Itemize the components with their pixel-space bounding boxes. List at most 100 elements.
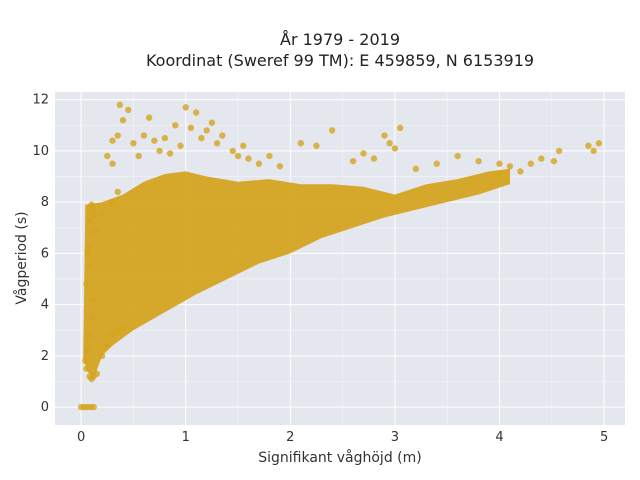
scatter-point (313, 142, 320, 149)
y-tick-labels: 0 2 4 6 8 10 12 (32, 93, 49, 415)
x-tick-label: 5 (600, 430, 608, 445)
scatter-points (77, 101, 603, 411)
scatter-point (297, 140, 304, 147)
x-tick-label: 4 (495, 430, 503, 445)
scatter-point (213, 140, 221, 147)
scatter-point (538, 155, 545, 162)
scatter-point (475, 157, 482, 165)
scatter-point (240, 142, 247, 149)
scatter-point (496, 170, 503, 178)
x-tick-label: 2 (286, 430, 294, 445)
scatter-point (585, 142, 592, 149)
scatter-point (104, 152, 111, 160)
scatter-point (396, 124, 404, 132)
x-tick-label: 0 (77, 430, 85, 445)
scatter-point (203, 127, 210, 134)
scatter-point (156, 147, 163, 155)
scatter-point (506, 163, 514, 170)
x-axis-label: Signifikant våghöjd (m) (258, 449, 421, 466)
scatter-point (550, 157, 558, 165)
scatter-point (208, 119, 216, 126)
x-tick-label: 1 (182, 430, 190, 445)
scatter-point (109, 160, 116, 167)
scatter-point (496, 160, 503, 167)
scatter-point (104, 342, 111, 349)
scatter-point (595, 140, 603, 147)
scatter-point (140, 132, 148, 139)
scatter-point (161, 134, 169, 142)
scatter-point (90, 296, 97, 303)
scatter-point (98, 209, 106, 216)
scatter-point (328, 127, 336, 134)
scatter-point (84, 250, 91, 257)
chart-subtitle: Koordinat (Sweref 99 TM): E 459859, N 61… (146, 51, 534, 70)
grid-lines (55, 92, 625, 425)
scatter-point (245, 155, 252, 162)
scatter-point (433, 160, 440, 167)
scatter-point (386, 140, 393, 147)
dense-point-cloud (83, 168, 510, 379)
x-tick-label: 3 (391, 430, 399, 445)
scatter-point (85, 262, 92, 270)
scatter-point (84, 347, 91, 354)
scatter-point (87, 216, 94, 224)
scatter-point (590, 147, 597, 155)
scatter-point (114, 327, 121, 334)
scatter-point (130, 140, 137, 147)
y-tick-label: 6 (41, 246, 49, 261)
scatter-point (151, 137, 158, 144)
scatter-point (182, 104, 189, 111)
y-tick-label: 2 (41, 349, 49, 364)
scatter-point (412, 165, 420, 173)
scatter-point (86, 332, 93, 339)
scatter-point (86, 242, 93, 249)
scatter-point (93, 227, 101, 234)
scatter-point (266, 152, 273, 160)
scatter-point (114, 188, 121, 196)
y-axis-label: Vågperiod (s) (13, 211, 30, 304)
scatter-point (116, 101, 124, 109)
scatter-point (83, 280, 90, 288)
scatter-point (527, 160, 535, 167)
scatter-point (255, 160, 263, 167)
scatter-point (91, 211, 98, 219)
y-tick-label: 4 (41, 298, 49, 313)
scatter-point (82, 357, 89, 365)
scatter-point (187, 124, 195, 132)
chart-title: År 1979 - 2019 (280, 30, 400, 49)
scatter-point (114, 132, 121, 139)
scatter-point (125, 106, 132, 114)
scatter-point (370, 155, 378, 162)
scatter-point (109, 198, 116, 206)
y-tick-label: 10 (32, 144, 49, 159)
scatter-point (135, 152, 142, 160)
scatter-point (93, 370, 101, 377)
scatter-point (454, 152, 461, 160)
scatter-point (234, 152, 242, 160)
scatter-point (166, 150, 174, 157)
scatter-point (109, 137, 116, 144)
scatter-point (229, 147, 236, 155)
y-tick-label: 8 (41, 195, 49, 210)
scatter-point (192, 109, 200, 116)
y-tick-label: 0 (41, 400, 49, 415)
scatter-point (276, 163, 284, 170)
scatter-point (391, 145, 399, 152)
scatter-point (98, 352, 106, 360)
scatter-point (555, 147, 563, 155)
scatter-point (198, 134, 205, 142)
y-tick-label: 12 (32, 93, 49, 108)
scatter-point (381, 132, 388, 139)
scatter-point (119, 324, 127, 331)
scatter-point (83, 365, 90, 372)
scatter-point (88, 201, 95, 208)
scatter-point (88, 229, 95, 237)
scatter-point (349, 157, 357, 165)
scatter-point (360, 150, 367, 157)
scatter-point (119, 116, 127, 124)
scatter-density-cloud (83, 168, 510, 379)
scatter-point (517, 168, 524, 175)
scatter-point (90, 403, 97, 411)
x-tick-labels: 0 1 2 3 4 5 (77, 430, 608, 445)
